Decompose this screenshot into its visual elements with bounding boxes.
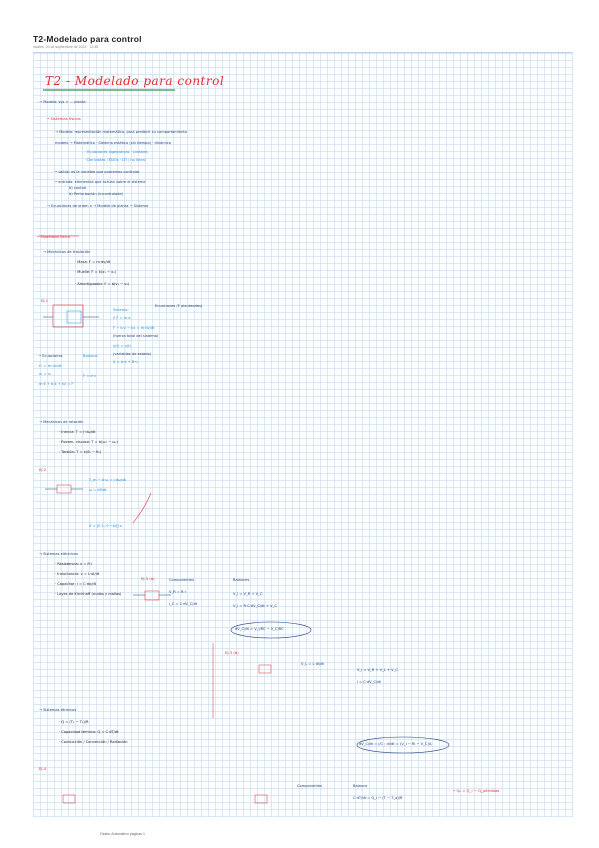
note-balance-b: Balances [233, 579, 249, 583]
note-ej3b-eq1: V_L = L·di/dt [301, 663, 324, 667]
note-sistemas-fisicos: • Sistemas físicos [47, 117, 81, 121]
note-term-eq: · Q = (T₁ − T₂)/R [59, 721, 89, 725]
note-sistema-eq5: Ẋ = A·x + B·u [113, 361, 138, 365]
note-ej3: EJ-3 (a) [141, 577, 155, 581]
note-salida: • salida: es la variable que queremos co… [55, 171, 140, 175]
note-comp-eq2: i_C = C·dV_C/dt [169, 603, 197, 607]
note-kirchhoff: · Leyes de Kirchhoff (nudos y mallas) [55, 593, 121, 597]
note-ec-a: F₁ = m·dv/dt [39, 365, 62, 369]
note-rot-rozamiento: · Rozam. viscoso: T = b(ω₁ − ω₂) [59, 441, 118, 445]
note-sistemas-termicos: → Sistemas térmicos [39, 709, 76, 713]
note-ej4-bal: Balance [353, 785, 367, 789]
note-ej2-eq2: ω = dθ/dt [89, 489, 107, 493]
note-condensador: · Capacitor: i = C·dv/dt [55, 583, 96, 587]
note-ecuaciones: · Ecuaciones algebraicas · Lineales [85, 151, 148, 155]
note-resistencia: · Resistencia: v = R·i [55, 563, 92, 567]
ej2-curve-arrow [133, 493, 151, 523]
note-ec-c: m·ẍ + b·ẋ + kx = F [39, 383, 73, 387]
note-ec-d: F = e·v [83, 375, 96, 379]
note-ej4-comp: Componentes [297, 785, 322, 789]
note-modelo-tipos: modelo → Matemático · Sistema estático (… [55, 142, 171, 146]
note-modelo-def: → Modelo: representación matemática, par… [55, 131, 187, 135]
page-footer: Gestor Automático páginas 1 [100, 832, 145, 836]
ej1-block [53, 305, 83, 327]
note-ec-b: x₁ = v₁ [39, 373, 51, 377]
note-ej2-eq1: T_m − b·ω = J·dω/dt [89, 479, 126, 483]
note-muelle: · Muelle: F = k(x₁ − x₂) [75, 271, 116, 275]
note-balance-label: Balance: [83, 355, 99, 359]
note-ej1: EJ-1 [41, 299, 48, 303]
page-date: martes, 20 de septiembre de 2022 · 12:38 [33, 45, 573, 49]
ej4-block [255, 795, 267, 803]
note-componentes: Componentes [169, 579, 194, 583]
note-bal-eq1: V_i = V_R + V_C [233, 593, 262, 597]
note-masa: · Masa: F = m·dv/dt [75, 261, 110, 265]
ej3b-block [259, 665, 271, 673]
ej4b-block [63, 795, 75, 803]
note-ej3b-eq2: V_i = V_R + V_L + V_C [357, 669, 398, 673]
note-ej4: EJ-4 [39, 767, 46, 771]
note-sistema-eq4: y(t) = x(t) [113, 345, 131, 349]
note-ej3b-eq3: i = C·dV_C/dt [357, 681, 381, 685]
note-perturbacion: b) Perturbación (incontrolada) [69, 193, 123, 197]
page-header: T2-Modelado para control martes, 20 de s… [33, 34, 573, 49]
note-derivadas: · Derivadas / EDOs · LTI / no lineal [85, 159, 146, 163]
sketch-layer [33, 53, 573, 817]
note-inductancia: · Inductancia: v = L·di/dt [55, 573, 99, 577]
note-sistema-eq3: (fuerza total del sistema) [113, 335, 158, 339]
page-title: T2-Modelado para control [33, 34, 573, 44]
note-variables-estado: (variables de estado) [113, 353, 151, 357]
note-control: b) control [69, 187, 86, 191]
note-modelo: → Modelo: sys ≈ ... planta [39, 101, 86, 105]
note-bal-eq2: V_i = R·C·dV_C/dt + V_C [233, 605, 277, 609]
ej1-mass [67, 311, 81, 323]
note-sistema-eq1: Σ F = m·a [113, 317, 131, 321]
note-entrada: • entrada: elementos que actúan sobre el… [55, 181, 146, 185]
note-ecuaciones-label-2: • Ecuaciones [39, 355, 63, 359]
ej2-block [57, 485, 71, 493]
note-ej3b: EJ-3 (b) [225, 651, 239, 655]
note-term-conduccion: · Conducción / Convección / Radiación [59, 741, 128, 745]
note-ecuaciones-orden: → Ecuaciones de orden n → Modelo de plan… [47, 205, 148, 209]
note-ej4-eq: C·dT/dt = Q_i − (T − T_a)/R [353, 797, 402, 801]
note-ej3b-circled: dV_C/dt = i/C ; di/dt = (V_i − Ri − V_C)… [359, 743, 432, 747]
note-sistema-eq2: F − b·v − kx = m·dv/dt [113, 327, 155, 331]
note-sistemas-electricos: → Sistemas eléctricos [39, 553, 78, 557]
note-mecanicos-rotacion: → Mecánicos de rotación [39, 421, 83, 425]
note-mecanicos-traslacion: → Mecánicos de traslación [43, 251, 90, 255]
note-ej2: EJ-2 [39, 468, 46, 472]
note-modelado-fisico: • Modelado físico [37, 235, 70, 239]
ej3-block [145, 591, 159, 600]
note-circled-eq: dV_C/dt = V_i/RC − V_C/RC [235, 628, 284, 632]
note-ecuaciones-label: Ecuaciones (F planteadas) [155, 305, 202, 309]
notes-canvas: T2 - Modelado para control → Modelo: sys… [33, 52, 573, 817]
note-rot-inercia: · Inercia: T = J·dω/dt [59, 431, 96, 435]
note-ej2-eq3: Ẋ = [0 1; 0 −b/J]·x [89, 525, 122, 529]
note-comp-eq1: V_R = R·i [169, 591, 186, 595]
note-amortiguador: · Amortiguador: F = b(v₁ − v₂) [75, 283, 129, 287]
note-ej4-note: • Q₀ = Q_i − Q_pérdidas [453, 789, 499, 793]
note-sistema-label: Sistema: [113, 309, 129, 313]
note-term-calor: · Capacidad térmica: Q = C·dT/dt [59, 731, 119, 735]
note-rot-torsion: · Torsión: T = k(θ₁ − θ₂) [59, 451, 101, 455]
